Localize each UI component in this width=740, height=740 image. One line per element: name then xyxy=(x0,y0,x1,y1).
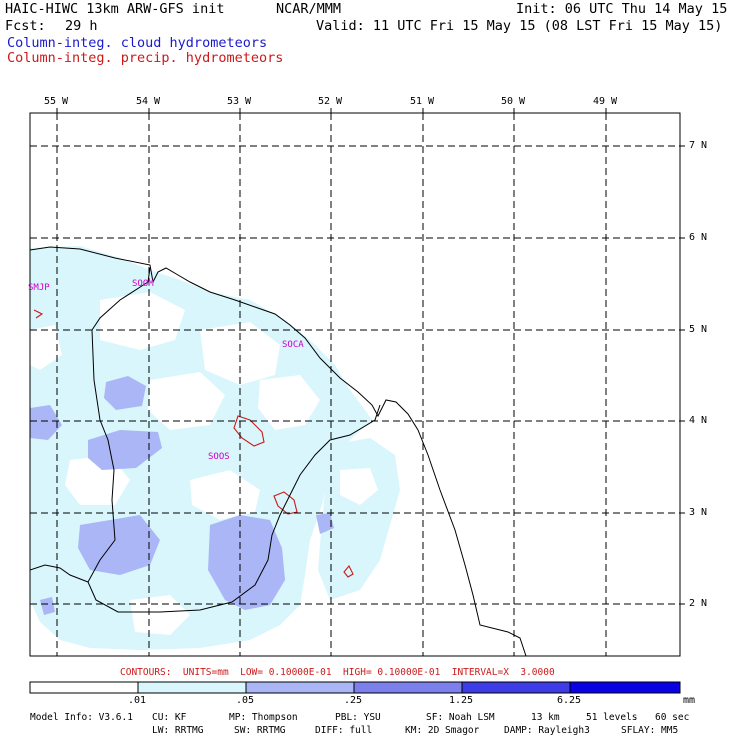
time-step: 60 sec xyxy=(655,712,690,723)
cloud-shading-light xyxy=(30,246,400,650)
precip-contours xyxy=(33,309,354,578)
grid-spacing: 13 km xyxy=(531,712,560,723)
cloud-shading-mid xyxy=(30,376,334,615)
km-option: KM: 2D Smagor xyxy=(405,725,480,736)
clear-gaps xyxy=(30,258,378,635)
diff-option: DIFF: full xyxy=(315,725,373,736)
lw-scheme: LW: RRTMG xyxy=(152,725,204,736)
lon-label-54w: 54 W xyxy=(136,96,161,107)
sf-scheme: SF: Noah LSM xyxy=(426,712,495,723)
colorbar-tick-2: .25 xyxy=(344,695,363,706)
lat-label-2n: 2 N xyxy=(689,598,708,609)
model-title: HAIC-HIWC 13km ARW-GFS init xyxy=(5,1,225,17)
init-time: Init: 06 UTC Thu 14 May 15 xyxy=(516,1,728,17)
station-soom: SOOM xyxy=(132,279,154,289)
lat-lon-grid xyxy=(30,113,680,656)
colorbar-tick-3: 1.25 xyxy=(449,695,474,706)
forecast-hour: 29 h xyxy=(65,18,98,34)
cu-scheme: CU: KF xyxy=(152,712,187,723)
colorbar xyxy=(29,681,681,694)
lon-label-52w: 52 W xyxy=(318,96,343,107)
map-frame xyxy=(29,112,681,657)
colorbar-bin-1 xyxy=(137,681,247,694)
colorbar-tick-0: .01 xyxy=(128,695,147,706)
map-ticks xyxy=(56,108,685,605)
field-title-precip: Column-integ. precip. hydrometeors xyxy=(7,50,284,66)
pbl-scheme: PBL: YSU xyxy=(335,712,381,723)
lon-label-51w: 51 W xyxy=(410,96,435,107)
colorbar-bin-5 xyxy=(569,681,681,694)
colorbar-tick-1: .05 xyxy=(236,695,255,706)
lat-label-4n: 4 N xyxy=(689,415,708,426)
field-title-cloud: Column-integ. cloud hydrometeors xyxy=(7,35,268,51)
lat-label-6n: 6 N xyxy=(689,232,708,243)
damp-option: DAMP: Rayleigh3 xyxy=(504,725,590,736)
station-soos: SOOS xyxy=(208,452,230,462)
coastline xyxy=(30,246,527,656)
contour-info: CONTOURS: UNITS=mm LOW= 0.10000E-01 HIGH… xyxy=(120,667,555,678)
lon-label-50w: 50 W xyxy=(501,96,526,107)
colorbar-bin-3 xyxy=(353,681,463,694)
colorbar-bin-4 xyxy=(461,681,571,694)
center-name: NCAR/MMM xyxy=(276,1,342,17)
valid-time: Valid: 11 UTC Fri 15 May 15 (08 LST Fri … xyxy=(316,18,723,34)
lat-label-5n: 5 N xyxy=(689,324,708,335)
vertical-levels: 51 levels xyxy=(586,712,638,723)
station-soca: SOCA xyxy=(282,340,304,350)
station-smjp: SMJP xyxy=(28,283,50,293)
lon-label-55w: 55 W xyxy=(44,96,69,107)
colorbar-bin-0 xyxy=(29,681,139,694)
colorbar-unit: mm xyxy=(683,695,696,706)
colorbar-bin-2 xyxy=(245,681,355,694)
lat-label-3n: 3 N xyxy=(689,507,708,518)
colorbar-tick-4: 6.25 xyxy=(557,695,582,706)
lon-label-53w: 53 W xyxy=(227,96,252,107)
lat-label-7n: 7 N xyxy=(689,140,708,151)
sflay-option: SFLAY: MM5 xyxy=(621,725,679,736)
lon-label-49w: 49 W xyxy=(593,96,618,107)
model-version: Model Info: V3.6.1 xyxy=(30,712,133,723)
mp-scheme: MP: Thompson xyxy=(229,712,298,723)
forecast-label: Fcst: xyxy=(5,18,46,34)
sw-scheme: SW: RRTMG xyxy=(234,725,286,736)
